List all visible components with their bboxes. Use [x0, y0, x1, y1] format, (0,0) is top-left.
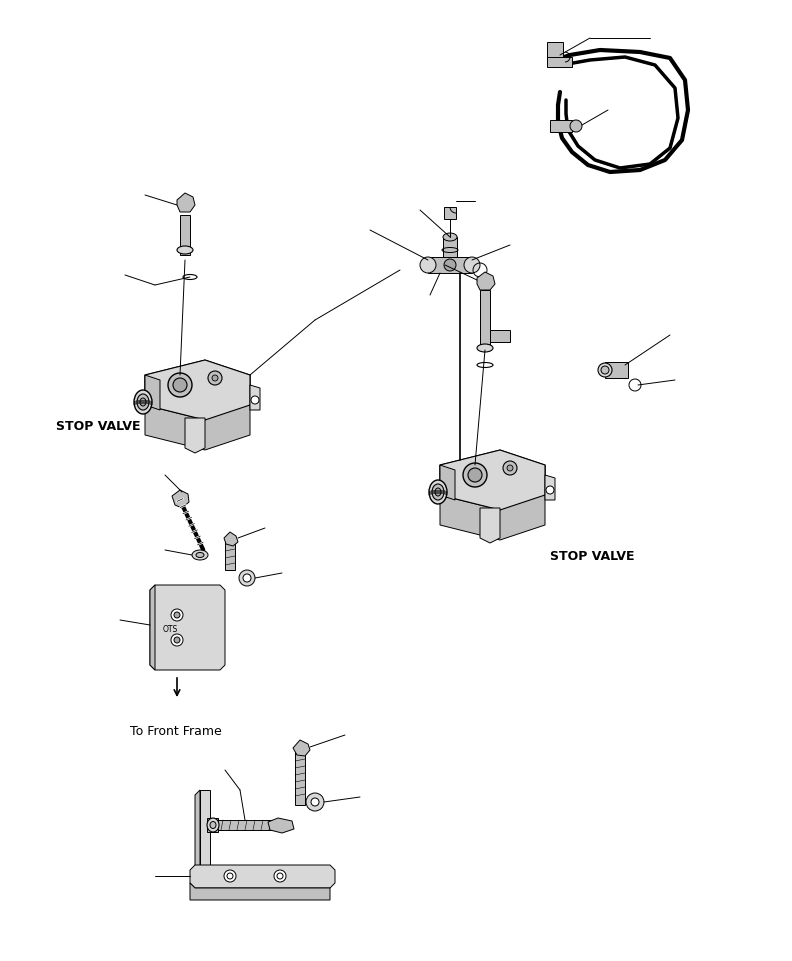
Ellipse shape [192, 550, 208, 560]
Ellipse shape [207, 818, 219, 832]
Circle shape [243, 574, 251, 582]
Bar [444, 207, 456, 219]
Polygon shape [440, 465, 455, 500]
Text: STOP VALVE: STOP VALVE [56, 420, 140, 433]
Polygon shape [605, 362, 628, 378]
Circle shape [208, 371, 222, 385]
Circle shape [503, 461, 517, 475]
Polygon shape [295, 750, 305, 805]
Polygon shape [185, 418, 205, 453]
Polygon shape [250, 385, 260, 410]
Polygon shape [145, 360, 250, 420]
Ellipse shape [432, 484, 444, 500]
Bar [550, 120, 572, 132]
Ellipse shape [477, 344, 493, 352]
Text: OTS: OTS [163, 625, 178, 634]
Polygon shape [190, 865, 335, 888]
Circle shape [171, 634, 183, 646]
Circle shape [507, 465, 513, 471]
Circle shape [420, 257, 436, 273]
Circle shape [171, 609, 183, 621]
Bar [547, 42, 563, 62]
Circle shape [444, 259, 456, 271]
Circle shape [251, 396, 259, 404]
Circle shape [463, 463, 487, 487]
Polygon shape [210, 820, 280, 830]
Polygon shape [172, 490, 189, 508]
Polygon shape [545, 475, 555, 500]
Ellipse shape [601, 366, 609, 374]
Ellipse shape [429, 480, 447, 504]
Polygon shape [477, 272, 495, 290]
Circle shape [212, 375, 218, 381]
Circle shape [311, 798, 319, 806]
Polygon shape [145, 375, 160, 410]
Circle shape [239, 570, 255, 586]
Polygon shape [443, 237, 457, 257]
Polygon shape [480, 290, 490, 345]
Polygon shape [268, 818, 294, 833]
Polygon shape [440, 450, 545, 510]
Circle shape [306, 793, 324, 811]
Polygon shape [145, 360, 250, 420]
Polygon shape [150, 585, 155, 670]
Ellipse shape [137, 394, 149, 410]
Polygon shape [145, 375, 250, 450]
Bar [547, 57, 572, 67]
Polygon shape [440, 450, 545, 510]
Polygon shape [207, 818, 218, 832]
Ellipse shape [598, 363, 612, 377]
Circle shape [546, 486, 554, 494]
Ellipse shape [177, 246, 193, 254]
Polygon shape [225, 540, 235, 570]
Polygon shape [150, 585, 225, 670]
Circle shape [570, 120, 582, 132]
Polygon shape [480, 508, 500, 543]
Polygon shape [200, 790, 210, 870]
Circle shape [174, 612, 180, 618]
Polygon shape [195, 790, 200, 875]
Polygon shape [224, 532, 238, 546]
Text: STOP VALVE: STOP VALVE [550, 550, 634, 563]
Ellipse shape [134, 390, 152, 414]
Circle shape [168, 373, 192, 397]
Ellipse shape [443, 233, 457, 241]
Ellipse shape [210, 822, 216, 828]
Polygon shape [293, 740, 310, 756]
Circle shape [274, 870, 286, 882]
Circle shape [174, 637, 180, 643]
Polygon shape [440, 465, 545, 540]
Ellipse shape [140, 398, 146, 406]
Ellipse shape [196, 553, 204, 557]
Polygon shape [490, 330, 510, 342]
Circle shape [173, 378, 187, 392]
Polygon shape [177, 193, 195, 212]
Polygon shape [180, 215, 190, 255]
Text: To Front Frame: To Front Frame [130, 725, 222, 738]
Circle shape [224, 870, 236, 882]
Ellipse shape [435, 488, 441, 496]
Circle shape [468, 468, 482, 482]
Circle shape [464, 257, 480, 273]
Polygon shape [190, 883, 330, 900]
Polygon shape [428, 257, 472, 273]
